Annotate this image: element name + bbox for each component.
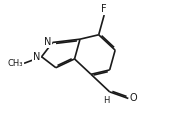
Text: H: H — [103, 96, 110, 105]
Text: CH₃: CH₃ — [7, 59, 23, 68]
Text: N: N — [33, 52, 41, 62]
Text: N: N — [44, 37, 52, 47]
Text: F: F — [101, 4, 107, 14]
Text: O: O — [129, 93, 137, 103]
